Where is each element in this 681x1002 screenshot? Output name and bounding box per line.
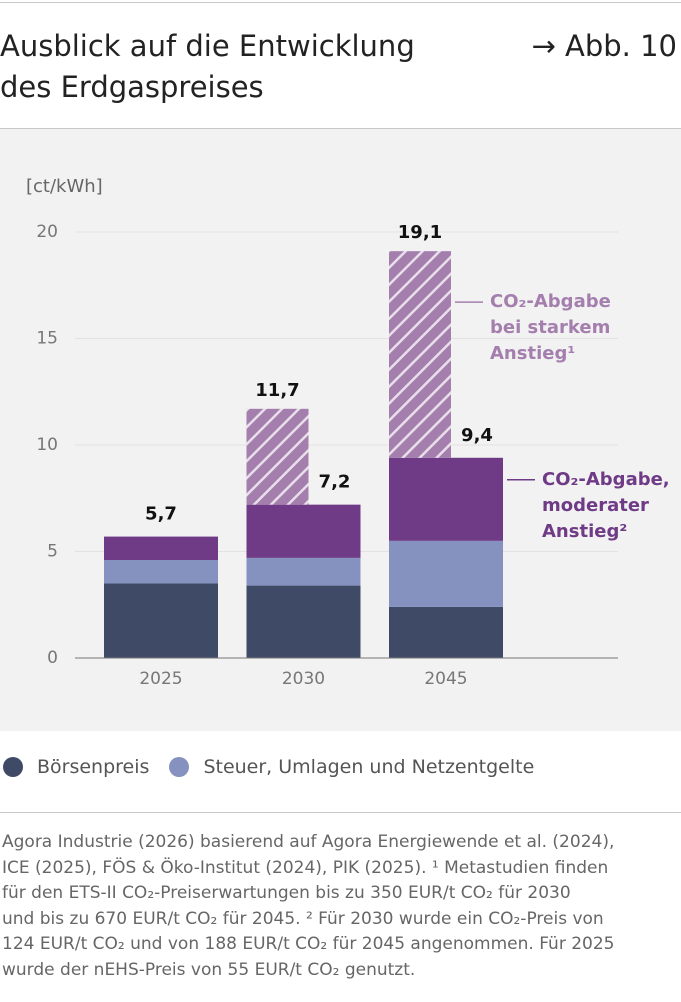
high-total-label: 19,1 xyxy=(398,222,442,243)
annotation-text: bei starkem xyxy=(490,317,610,338)
annotation-text: Anstieg¹ xyxy=(490,343,575,364)
high-total-label: 11,7 xyxy=(255,380,299,401)
y-tick-label: 15 xyxy=(36,329,58,349)
footer-line: Agora Industrie (2026) basierend auf Ago… xyxy=(2,832,615,852)
footer-line: wurde der nEHS-Preis von 55 EUR/t CO₂ ge… xyxy=(2,959,416,980)
legend-item: Börsenpreis xyxy=(3,756,149,778)
total-label: 5,7 xyxy=(145,504,177,525)
annotation-text: Anstieg² xyxy=(542,521,627,542)
bar-segment xyxy=(104,583,218,658)
bar-segment xyxy=(389,457,503,541)
annotation-text: CO₂-Abgabe, xyxy=(542,469,670,490)
header-rule xyxy=(0,128,681,129)
x-tick-label: 2045 xyxy=(424,669,467,689)
footer-line: ICE (2025), FÖS & Öko-Institut (2024), P… xyxy=(2,857,609,878)
title-line: Ausblick auf die Entwicklung xyxy=(0,29,415,63)
bar-segment xyxy=(246,504,361,558)
bar-segment xyxy=(389,540,503,607)
x-tick-label: 2030 xyxy=(282,669,325,689)
footer: Agora Industrie (2026) basierend auf Ago… xyxy=(2,830,615,983)
legend-label: Steuer, Umlagen und Netzentgelte xyxy=(203,756,535,778)
annotation-text: moderater xyxy=(542,495,649,516)
y-tick-label: 5 xyxy=(47,542,58,562)
y-tick-label: 10 xyxy=(36,435,58,455)
bar-segment xyxy=(246,557,361,586)
y-tick-label: 0 xyxy=(47,648,58,668)
chart: [ct/kWh] 0 5 10 15 20 2025 5,7 2030 7,2 11,7 2045 9… xyxy=(0,129,681,731)
title: Ausblick auf die Entwicklung des Erdgaspr… xyxy=(0,26,415,108)
hatched-bar-segment xyxy=(389,251,451,458)
legend-label: Börsenpreis xyxy=(37,756,150,778)
annotation-text: CO₂-Abgabe xyxy=(490,291,611,312)
legend-swatch xyxy=(3,757,23,777)
hatched-bar-segment xyxy=(246,408,309,505)
figure-ref: → Abb. 10 xyxy=(531,29,677,63)
total-label: 7,2 xyxy=(319,472,351,493)
title-line: des Erdgaspreises xyxy=(0,70,264,104)
legend: Börsenpreis Steuer, Umlagen und Netzentge… xyxy=(3,756,554,778)
bar-segment xyxy=(246,585,361,658)
bar-segment xyxy=(389,606,503,658)
y-tick-label: 20 xyxy=(36,222,58,242)
total-label: 9,4 xyxy=(461,425,493,446)
footer-line: für den ETS-II CO₂-Preiserwartungen bis … xyxy=(2,883,571,903)
footer-line: 124 EUR/t CO₂ und von 188 EUR/t CO₂ für … xyxy=(2,934,615,954)
legend-item: Steuer, Umlagen und Netzentgelte xyxy=(169,756,534,778)
y-axis-label: [ct/kWh] xyxy=(26,176,103,197)
footer-rule xyxy=(0,812,681,813)
bar-segment xyxy=(104,560,218,584)
top-rule xyxy=(0,2,681,3)
x-tick-label: 2025 xyxy=(139,669,182,689)
legend-swatch xyxy=(169,757,190,777)
bar-segment xyxy=(104,536,218,561)
footer-line: und bis zu 670 EUR/t CO₂ für 2045. ² Für… xyxy=(2,908,604,929)
